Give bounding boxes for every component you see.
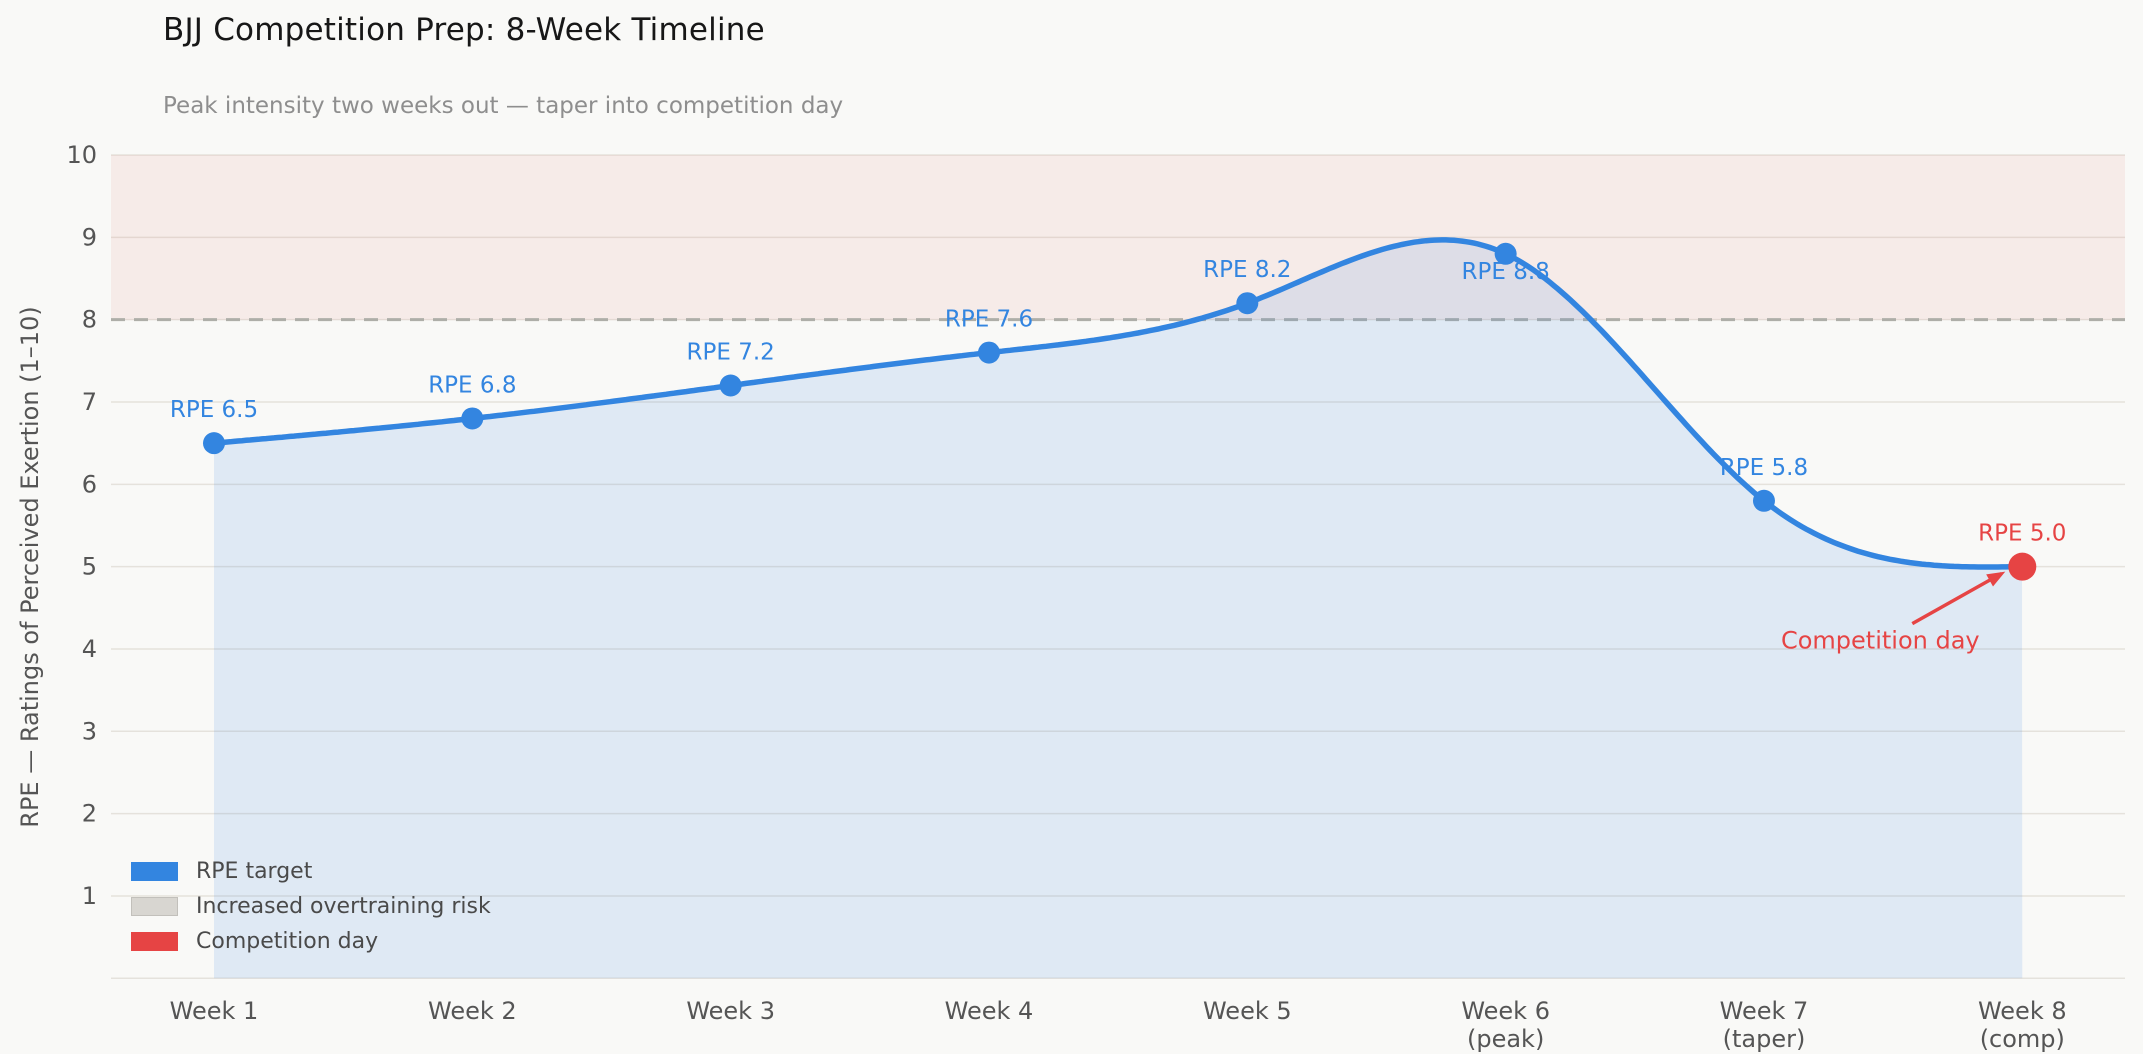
x-tick-sublabel-week-8: (comp) [1980,1025,2065,1053]
x-tick-sublabel-week-6: (peak) [1467,1025,1544,1053]
y-tick-label-5: 5 [82,553,97,581]
y-tick-label-4: 4 [82,635,97,663]
x-tick-label-week-2: Week 2 [428,997,517,1025]
data-point-marker-week-7 [1752,489,1775,512]
legend-item-competition-day: Competition day [131,928,491,954]
overtraining-risk-band [111,155,2125,320]
data-point-marker-week-3 [719,374,742,397]
y-tick-label-9: 9 [82,223,97,251]
legend-label: Competition day [196,928,379,954]
y-tick-label-10: 10 [66,141,97,169]
y-tick-label-1: 1 [82,882,97,910]
y-tick-label-6: 6 [82,470,97,498]
rpe-area-fill [214,239,2023,979]
y-tick-label-2: 2 [82,800,97,828]
legend-item-overtraining-risk: Increased overtraining risk [131,893,491,919]
legend-swatch-competition-day [131,931,178,951]
data-point-marker-week-5 [1236,292,1259,315]
data-point-marker-week-6 [1494,242,1517,265]
legend: RPE target Increased overtraining risk C… [131,858,491,954]
x-tick-sublabel-week-7: (taper) [1723,1025,1806,1053]
data-point-label-week-5: RPE 8.2 [1203,257,1291,283]
y-tick-label-8: 8 [82,306,97,334]
annotation-arrow-head [1986,571,2006,587]
annotation-arrow-line [1911,572,2003,626]
data-point-label-week-8: RPE 5.0 [1978,521,2066,547]
y-tick-label-7: 7 [82,388,97,416]
x-tick-label-week-8: Week 8 [1978,997,2067,1025]
data-point-marker-week-2 [461,407,484,430]
competition-day-annotation: Competition day [1781,627,1980,655]
legend-swatch-rpe-target [131,861,178,881]
rpe-target-line [211,237,2025,570]
legend-label: Increased overtraining risk [196,893,491,919]
y-tick-label-3: 3 [82,717,97,745]
data-point-label-week-3: RPE 7.2 [687,340,775,366]
x-tick-label-week-5: Week 5 [1203,997,1292,1025]
x-tick-label-week-7: Week 7 [1720,997,1809,1025]
x-tick-label-week-6: Week 6 [1461,997,1550,1025]
chart-title: BJJ Competition Prep: 8-Week Timeline [163,12,765,48]
competition-day-marker [2008,552,2037,581]
x-tick-label-week-1: Week 1 [170,997,259,1025]
x-tick-label-week-3: Week 3 [686,997,775,1025]
data-point-label-week-4: RPE 7.6 [945,307,1033,333]
data-point-label-week-1: RPE 6.5 [170,397,258,423]
chart-subtitle: Peak intensity two weeks out — taper int… [163,93,844,119]
data-point-label-week-2: RPE 6.8 [428,372,516,398]
legend-label: RPE target [196,858,313,884]
data-point-marker-week-1 [203,432,225,455]
legend-swatch-overtraining-risk [131,896,178,916]
legend-item-rpe-target: RPE target [131,858,491,884]
x-tick-label-week-4: Week 4 [945,997,1034,1025]
data-point-marker-week-4 [977,341,1000,364]
